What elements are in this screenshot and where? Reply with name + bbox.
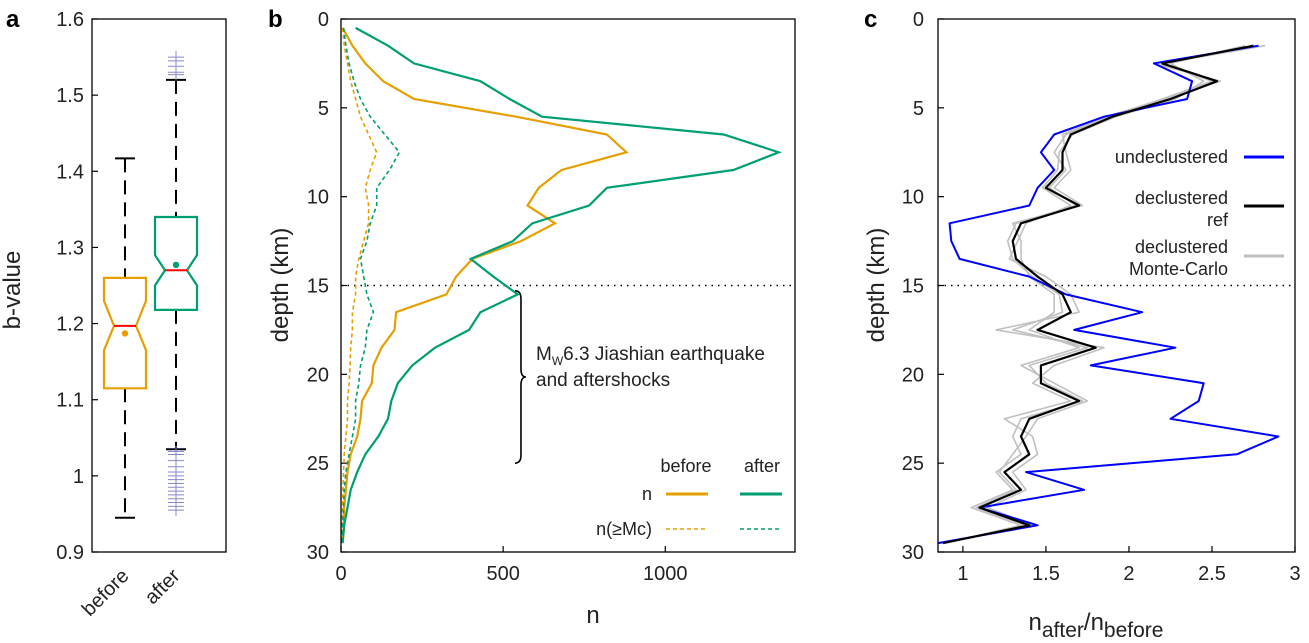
panel-a-ytick-label: 1.5 — [56, 85, 84, 107]
panel-a-boxes — [102, 51, 199, 519]
legend-ref-label-2: ref — [1207, 210, 1229, 230]
panel-c-series — [937, 44, 1280, 545]
panel-c-xtick-label: 3 — [1289, 563, 1300, 585]
series-after-n — [341, 26, 783, 544]
panel-c-legend: undeclustered declustered ref declustere… — [1115, 147, 1284, 279]
panel-b-xtick-label: 0 — [335, 563, 346, 585]
panel-a-ytick-label: 1.6 — [56, 9, 84, 31]
panel-b-brace — [514, 290, 527, 464]
panel-b-annotation-line1: MW6.3 Jiashian earthquake — [536, 344, 765, 368]
panel-b-ytick-label: 25 — [307, 453, 329, 475]
panel-c-yticks: 0 5 10 15 20 25 30 — [902, 9, 944, 564]
legend-ref-label-1: declustered — [1135, 188, 1228, 208]
panel-a-ytick-label: 1.2 — [56, 314, 84, 336]
legend-nmc-label: n(≥Mc) — [596, 519, 652, 539]
panel-b-ytick-label: 10 — [307, 187, 329, 209]
panel-c-xtick-label: 2 — [1123, 563, 1134, 585]
panel-c-ytick-label: 25 — [902, 453, 924, 475]
panel-b-series — [341, 26, 783, 544]
panel-label-a: a — [6, 6, 20, 33]
legend-undeclustered-label: undeclustered — [1115, 147, 1228, 167]
legend-mc-label-1: declustered — [1135, 237, 1228, 257]
series-after-mc — [341, 27, 401, 544]
panel-b-ytick-label: 0 — [318, 9, 329, 31]
panel-c-xtick-label: 1 — [957, 563, 968, 585]
panel-b-depth-profile: depth (km) n 0 5 10 15 20 25 30 0 500 1000 MW6.3… — [267, 9, 796, 629]
panel-c-frame — [937, 18, 1296, 553]
panel-b-ytick-label: 15 — [307, 276, 329, 298]
panel-b-legend: before after n n(≥Mc) — [596, 456, 782, 539]
panel-c-xticks: 1 1.5 2 2.5 3 — [957, 546, 1301, 585]
panel-a-xticks: before after — [78, 565, 185, 621]
panel-c-xtick-label: 2.5 — [1198, 563, 1226, 585]
legend-n-label: n — [642, 484, 652, 504]
panel-a-ytick-label: 0.9 — [56, 542, 84, 564]
panel-b-xlabel: n — [586, 602, 599, 629]
panel-c-xtick-label: 1.5 — [1032, 563, 1060, 585]
series-declustered-monte-carlo — [946, 44, 1266, 544]
panel-b-ytick-label: 5 — [318, 98, 329, 120]
panel-label-b: b — [268, 6, 283, 33]
legend-before-header: before — [660, 456, 711, 476]
outlier-marker — [168, 68, 184, 81]
panel-c-ytick-label: 5 — [913, 98, 924, 120]
panel-a-boxplot: b-value 0.9 1 1.1 1.2 1.3 1.4 1.5 1.6 before aft… — [0, 9, 227, 621]
legend-mc-label-2: Monte-Carlo — [1129, 259, 1228, 279]
panel-c-ytick-label: 0 — [913, 9, 924, 31]
panel-c-xlabel: nafter/nbefore — [1029, 609, 1164, 642]
panel-c-ratio-profile: depth (km) nafter/nbefore 0 5 10 15 20 25 30 1… — [863, 9, 1301, 642]
panel-b-xtick-label: 500 — [486, 563, 519, 585]
panel-c-ytick-label: 30 — [902, 542, 924, 564]
panel-a-ytick-label: 1.3 — [56, 237, 84, 259]
panel-b-annotation-line2: and aftershocks — [536, 370, 670, 391]
series-undeclustered — [937, 44, 1280, 545]
panel-a-yticks: 0.9 1 1.1 1.2 1.3 1.4 1.5 1.6 — [56, 9, 98, 564]
panel-c-ytick-label: 20 — [902, 364, 924, 386]
series-before-n — [341, 27, 629, 544]
panel-c-ylabel: depth (km) — [863, 228, 890, 343]
panel-c-ytick-label: 10 — [902, 187, 924, 209]
series-declustered-ref — [942, 44, 1254, 545]
panel-a-xtick-label: after — [141, 565, 185, 609]
panel-a-ylabel: b-value — [0, 251, 26, 330]
panel-b-ylabel: depth (km) — [267, 228, 294, 343]
panel-c-ytick-label: 15 — [902, 276, 924, 298]
panel-a-frame — [91, 18, 227, 553]
series-before-mc — [341, 27, 378, 544]
mean-before — [121, 330, 129, 337]
panel-b-xticks: 0 500 1000 — [335, 546, 688, 585]
panel-b-xtick-label: 1000 — [643, 563, 688, 585]
panel-a-xtick-label: before — [78, 565, 134, 621]
panel-b-ytick-label: 20 — [307, 364, 329, 386]
legend-after-header: after — [744, 456, 780, 476]
panel-b-ytick-label: 30 — [307, 542, 329, 564]
panel-a-ytick-label: 1 — [73, 466, 84, 488]
panel-b-yticks: 0 5 10 15 20 25 30 — [307, 9, 347, 564]
panel-a-ytick-label: 1.1 — [56, 390, 84, 412]
outlier-marker — [168, 504, 184, 517]
mean-after — [172, 261, 180, 269]
panel-b-frame — [340, 18, 796, 553]
series-declustered-monte-carlo — [944, 44, 1259, 544]
panel-label-c: c — [864, 6, 877, 33]
panel-a-ytick-label: 1.4 — [56, 161, 84, 183]
